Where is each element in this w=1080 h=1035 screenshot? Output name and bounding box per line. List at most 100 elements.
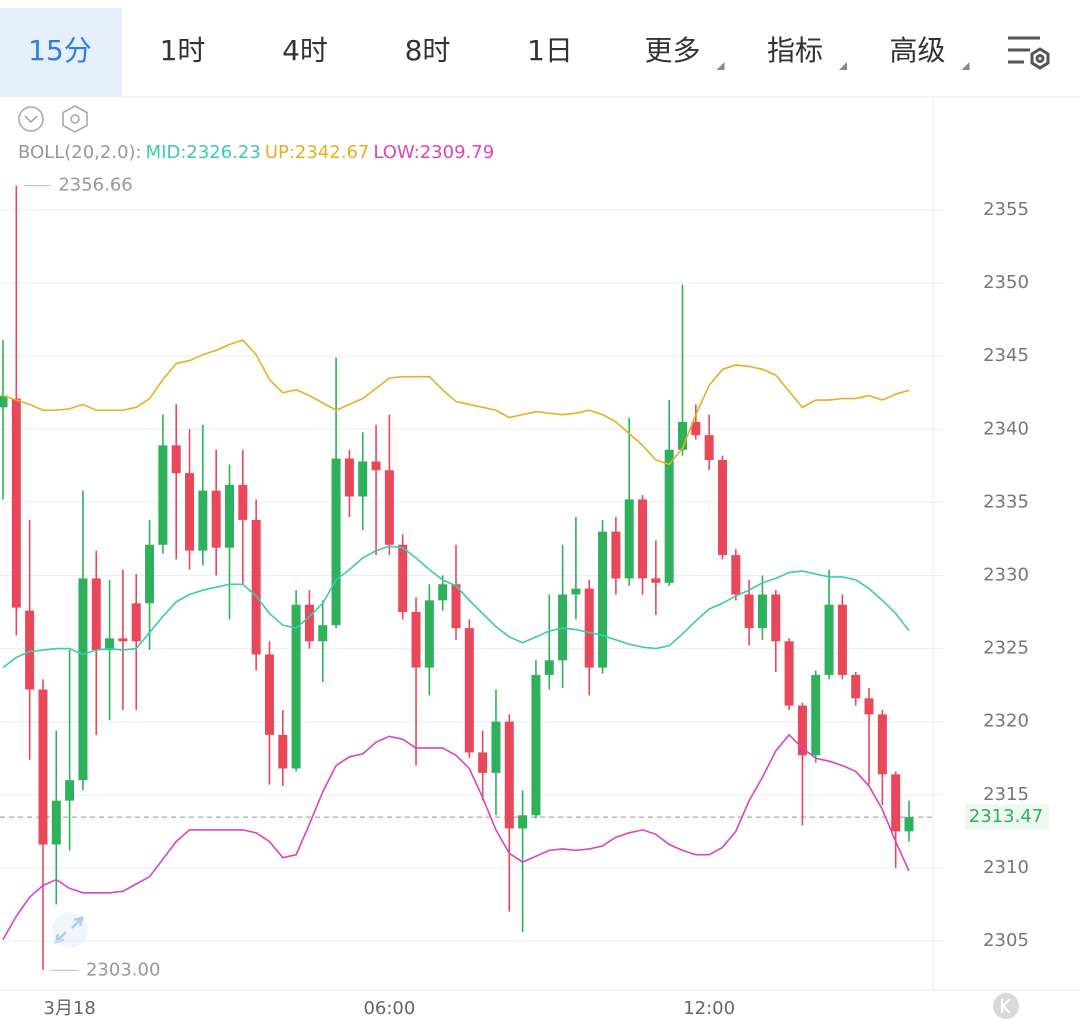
band-line — [2, 545, 910, 669]
candle-body — [598, 531, 608, 668]
tab-active-bg — [0, 8, 122, 97]
candle-body — [344, 458, 354, 497]
dropdown-arrow — [839, 62, 847, 70]
candle-body — [185, 473, 195, 551]
candle-body — [65, 780, 75, 801]
tab-label[interactable]: 高级 — [889, 34, 945, 67]
candle-body — [198, 490, 208, 551]
candle-body — [51, 800, 61, 845]
candle-body — [238, 484, 248, 520]
last-price-bg — [965, 804, 1049, 831]
candle-body — [318, 625, 328, 642]
icon-hex — [62, 105, 88, 133]
candle-body — [158, 445, 168, 545]
icon-dot — [70, 114, 80, 124]
tab-label[interactable]: 4时 — [282, 34, 328, 67]
candle-body — [877, 714, 887, 775]
y-tick-label: 2325 — [983, 638, 1029, 659]
tab-label[interactable]: 15分 — [28, 34, 92, 67]
candle-body — [504, 721, 514, 829]
candle-body — [331, 458, 341, 626]
candle-body — [225, 484, 234, 548]
y-tick-label: 2350 — [983, 272, 1029, 293]
kline-icon[interactable] — [993, 993, 1019, 1019]
candle-body — [651, 578, 661, 583]
icon-circle — [993, 993, 1019, 1019]
tab-label[interactable]: 8时 — [405, 34, 451, 67]
candle-body — [278, 734, 288, 769]
candle-body — [784, 641, 794, 706]
y-tick-label: 2310 — [983, 857, 1029, 878]
candle-body — [251, 519, 261, 655]
legend-entry: MID:2326.23 — [146, 142, 261, 163]
candle-body — [371, 461, 381, 471]
x-tick-label: 12:00 — [683, 998, 735, 1019]
y-tick-label: 2345 — [983, 345, 1029, 366]
candle-body — [678, 421, 687, 450]
candle-body — [771, 594, 781, 642]
candle-body — [491, 721, 501, 773]
y-tick-label: 2355 — [983, 199, 1029, 220]
candle-body — [291, 604, 301, 769]
band-line — [2, 733, 910, 940]
y-tick-label: 2335 — [983, 491, 1029, 512]
y-tick-label: 2320 — [983, 711, 1029, 732]
tab-label[interactable]: 1时 — [160, 34, 206, 67]
candle-body — [824, 604, 834, 675]
band-line — [2, 339, 910, 466]
candle-body — [424, 600, 434, 668]
candle-body — [464, 628, 474, 753]
tab-label[interactable]: 更多 — [644, 34, 700, 67]
icon-dot — [1035, 54, 1045, 63]
x-tick-label: 06:00 — [363, 998, 415, 1019]
candle-body — [891, 774, 901, 832]
candle-body — [811, 674, 821, 756]
candle-body — [731, 555, 741, 595]
candle-body — [78, 578, 88, 781]
dropdown-arrow — [961, 62, 970, 70]
settings-icon[interactable] — [1008, 36, 1050, 70]
candle-body — [837, 604, 847, 675]
candle-body — [571, 588, 581, 595]
icon-hex — [1030, 47, 1050, 70]
candle-body — [118, 638, 128, 642]
candle-body — [384, 470, 394, 545]
candle-body — [638, 499, 648, 579]
candle-body — [664, 449, 674, 583]
candle-body — [358, 461, 368, 497]
candle-body — [411, 612, 421, 668]
candle-body — [584, 588, 594, 668]
candle-body — [0, 395, 8, 408]
settings-hex-icon[interactable] — [62, 105, 88, 133]
tab-label[interactable]: 1日 — [527, 34, 573, 67]
min-label: 2303.00 — [86, 959, 160, 980]
y-tick-label: 2330 — [983, 564, 1029, 585]
indicator-legend: BOLL(20,2.0): MID:2326.23 UP:2342.67 LOW:23… — [18, 142, 494, 163]
candle-body — [691, 421, 701, 436]
candle-body — [91, 578, 101, 651]
x-tick-label: 3月18 — [43, 998, 95, 1019]
tab-label[interactable]: 指标 — [767, 34, 823, 67]
candle-body — [145, 544, 155, 604]
collapse-icon[interactable] — [18, 106, 44, 132]
candle-body — [744, 594, 754, 629]
candle-body — [611, 531, 621, 579]
candle-body — [864, 698, 874, 715]
y-tick-label: 2315 — [983, 784, 1029, 805]
candle-body — [797, 705, 807, 756]
expand-icon[interactable] — [52, 912, 88, 948]
y-tick-label: 2340 — [983, 418, 1029, 439]
candle-body — [531, 674, 541, 816]
icon-circle — [18, 106, 44, 132]
icon-chevron — [24, 115, 38, 124]
legend-entry: UP:2342.67 — [265, 142, 370, 163]
candle-body — [544, 660, 554, 675]
candle-body — [264, 654, 274, 735]
candle-body — [438, 584, 448, 601]
icon-glyph — [1000, 998, 1011, 1014]
candle-body — [38, 689, 48, 845]
dropdown-arrow — [716, 62, 725, 70]
candle-body — [211, 490, 221, 548]
